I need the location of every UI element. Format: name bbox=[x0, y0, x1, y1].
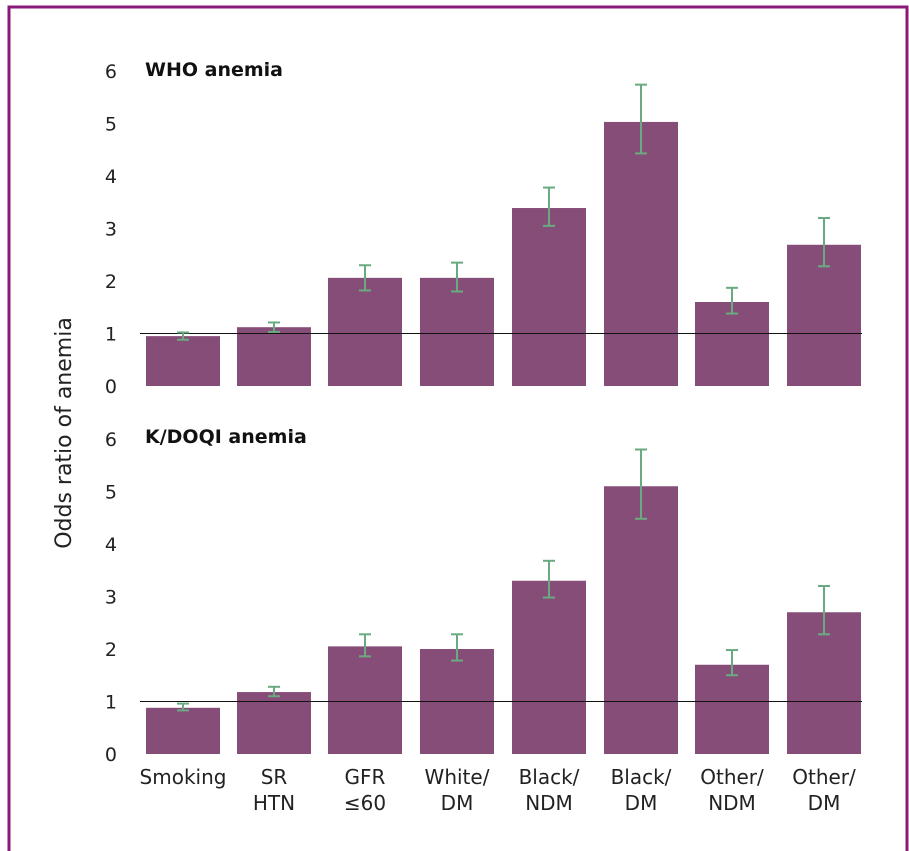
error-bar bbox=[451, 261, 463, 293]
bar bbox=[146, 336, 220, 386]
error-bar bbox=[451, 633, 463, 662]
y-tick-label: 0 bbox=[105, 376, 117, 398]
y-tick-label: 3 bbox=[105, 587, 117, 609]
y-tick-label: 3 bbox=[105, 219, 117, 241]
bar bbox=[237, 692, 311, 754]
category-label: Smoking bbox=[140, 765, 227, 789]
panel-title: K/DOQI anemia bbox=[145, 426, 307, 448]
bar bbox=[328, 277, 402, 386]
bar bbox=[695, 302, 769, 386]
chart-panel-0: WHO anemia 0 1 2 3 4 5 6 bbox=[105, 59, 862, 398]
bar bbox=[512, 208, 586, 386]
y-tick-label: 5 bbox=[105, 482, 117, 504]
y-tick-label: 1 bbox=[105, 692, 117, 714]
y-tick-label: 6 bbox=[105, 61, 117, 83]
error-bar bbox=[726, 286, 738, 315]
bar bbox=[695, 664, 769, 754]
category-label: Other/NDM bbox=[700, 765, 764, 815]
chart-panels: WHO anemia 0 1 2 3 4 5 6 K/DOQI anemia 0 1 2 3 4 5 6 Smo… bbox=[105, 59, 862, 815]
y-tick-label: 5 bbox=[105, 114, 117, 136]
error-bar bbox=[359, 633, 371, 658]
y-tick-label: 2 bbox=[105, 639, 117, 661]
bar bbox=[787, 244, 861, 386]
y-tick-label: 6 bbox=[105, 429, 117, 451]
category-label: Black/DM bbox=[611, 765, 672, 815]
y-tick-label: 4 bbox=[105, 534, 117, 556]
bar bbox=[328, 646, 402, 754]
bar bbox=[237, 327, 311, 386]
category-label: GFR ≤60 bbox=[344, 765, 386, 815]
y-tick-label: 0 bbox=[105, 744, 117, 766]
bar bbox=[604, 121, 678, 387]
bar bbox=[420, 277, 494, 386]
category-label: Other/DM bbox=[792, 765, 856, 815]
error-bar bbox=[177, 702, 189, 712]
error-bar bbox=[818, 217, 830, 268]
bar bbox=[604, 486, 678, 754]
category-label: SR HTN bbox=[253, 765, 295, 815]
figure-border bbox=[7, 5, 909, 851]
category-label: White/DM bbox=[425, 765, 490, 815]
error-bar bbox=[543, 186, 555, 227]
error-bar bbox=[818, 585, 830, 636]
category-label: Black/NDM bbox=[519, 765, 580, 815]
bar bbox=[787, 612, 861, 754]
bar bbox=[512, 580, 586, 754]
error-bar bbox=[635, 448, 647, 520]
chart-panel-1: K/DOQI anemia 0 1 2 3 4 5 6 Smoking SR HTN GFR ≤60 Wh… bbox=[105, 426, 862, 815]
error-bar bbox=[268, 321, 280, 333]
y-tick-label: 4 bbox=[105, 166, 117, 188]
error-bar bbox=[268, 685, 280, 698]
y-tick-label: 1 bbox=[105, 324, 117, 346]
error-bar bbox=[177, 331, 189, 341]
y-axis-label: Odds ratio of anemia bbox=[52, 317, 77, 549]
error-bar bbox=[726, 649, 738, 677]
y-tick-label: 2 bbox=[105, 271, 117, 293]
panel-title: WHO anemia bbox=[145, 59, 283, 81]
bar bbox=[146, 707, 220, 754]
error-bar bbox=[359, 264, 371, 292]
error-bar bbox=[635, 83, 647, 155]
error-bar bbox=[543, 559, 555, 599]
